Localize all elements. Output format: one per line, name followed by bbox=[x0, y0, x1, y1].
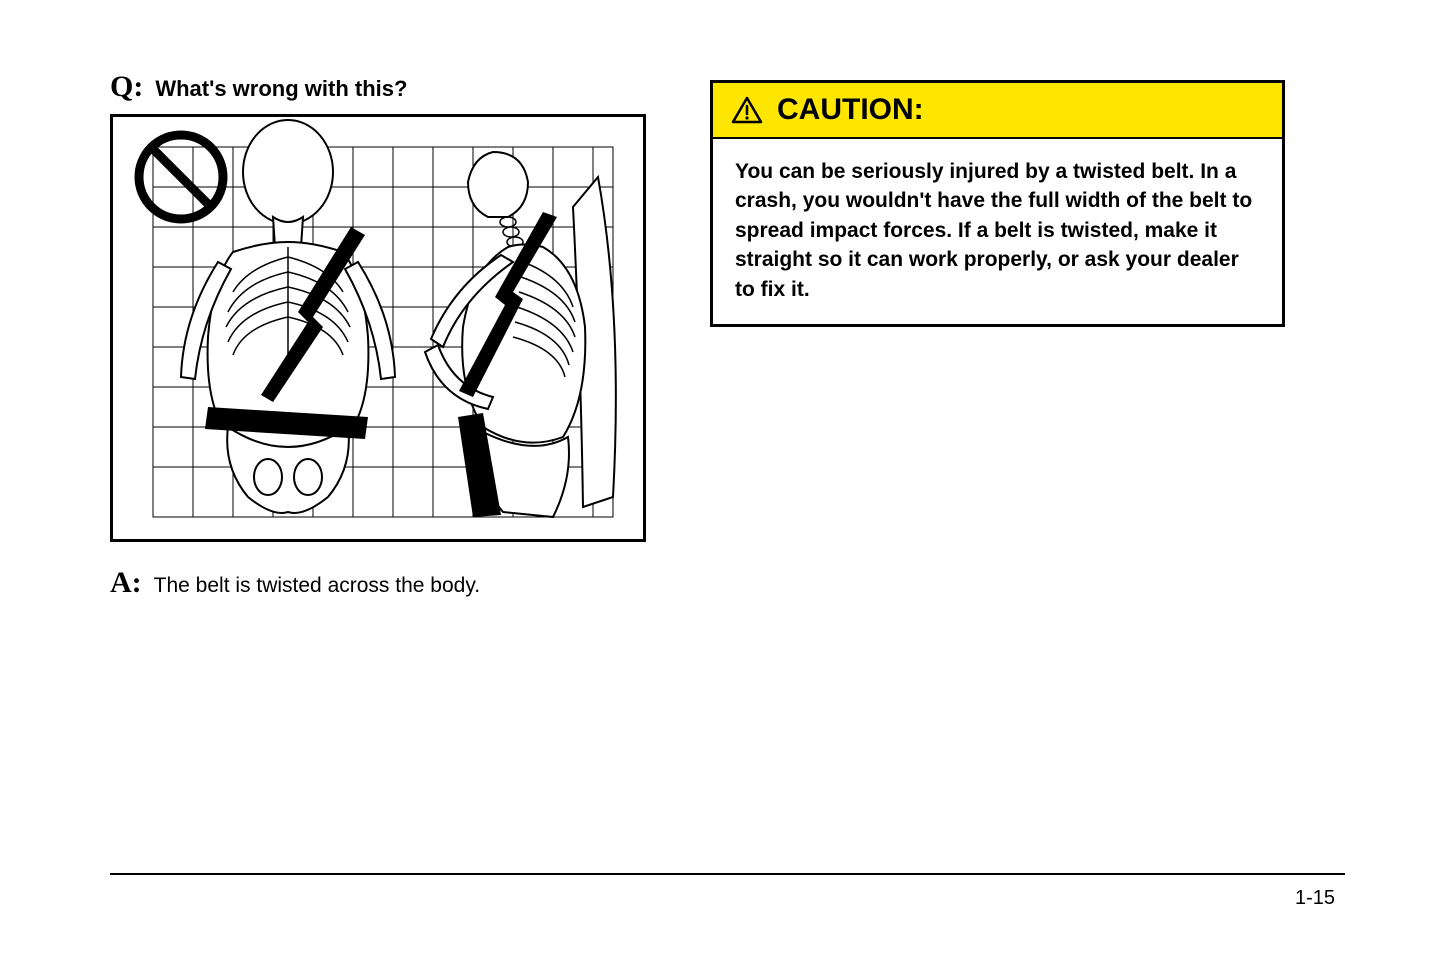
question-line: Q: What's wrong with this? bbox=[110, 70, 650, 104]
caution-body: You can be seriously injured by a twiste… bbox=[713, 139, 1282, 324]
answer-text: The belt is twisted across the body. bbox=[154, 574, 480, 598]
prohibition-icon bbox=[139, 135, 223, 219]
warning-icon bbox=[731, 96, 763, 124]
caution-title: CAUTION: bbox=[777, 93, 924, 127]
question-text: What's wrong with this? bbox=[155, 76, 407, 102]
caution-header: CAUTION: bbox=[713, 83, 1282, 139]
page-number: 1-15 bbox=[1295, 887, 1335, 910]
q-letter: Q: bbox=[110, 70, 143, 104]
answer-line: A: The belt is twisted across the body. bbox=[110, 566, 650, 600]
seatbelt-illustration bbox=[110, 114, 646, 542]
a-letter: A: bbox=[110, 566, 142, 600]
caution-box: CAUTION: You can be seriously injured by… bbox=[710, 80, 1285, 327]
footer-rule bbox=[110, 873, 1345, 875]
